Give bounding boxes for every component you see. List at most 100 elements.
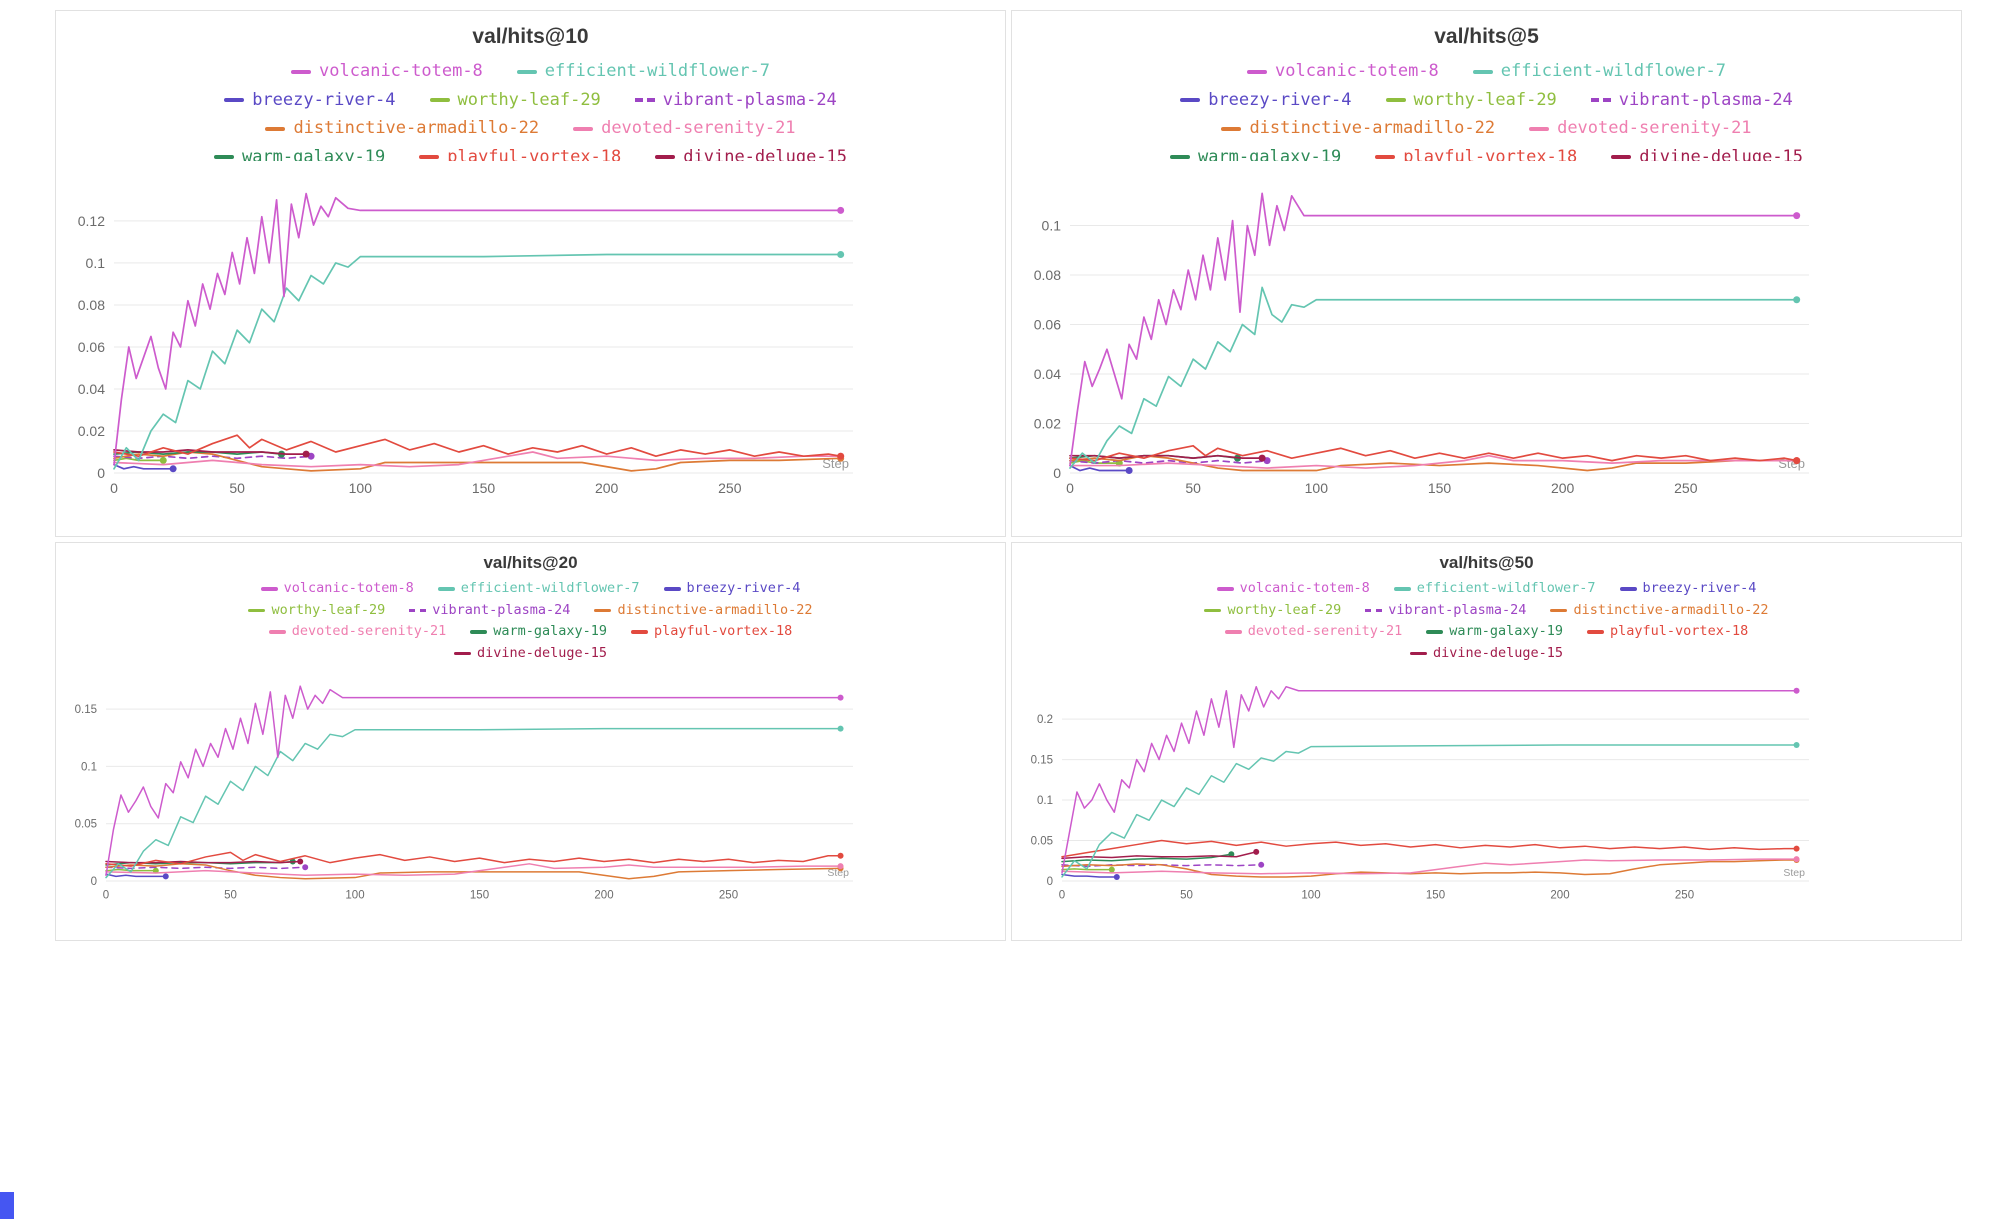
y-tick-label: 0.06 (1034, 316, 1061, 332)
plot-area[interactable]: 0 0.05 0.1 0.15 0.2 0 50 100 150 200 250 Step (1012, 669, 1961, 907)
legend-item[interactable]: playful-vortex-18 (1375, 145, 1577, 161)
series-line-playful-vortex-18[interactable] (1061, 840, 1798, 858)
series-line-devoted-serenity-21[interactable] (113, 451, 842, 468)
legend-item[interactable]: devoted-serenity-21 (1224, 622, 1402, 642)
legend-item[interactable]: vibrant-plasma-24 (1590, 88, 1793, 114)
series-end-dot (1793, 856, 1800, 863)
series-line-volcanic-totem-8[interactable] (105, 685, 842, 877)
series-line-worthy-leaf-29[interactable] (1061, 868, 1113, 871)
legend-item[interactable]: distinctive-armadillo-22 (594, 601, 813, 621)
legend-item[interactable]: distinctive-armadillo-22 (265, 116, 539, 142)
legend-item[interactable]: breezy-river-4 (1619, 579, 1756, 599)
plot-area[interactable]: 0 0.02 0.04 0.06 0.08 0.1 0.12 0 50 100 150 200 250 S… (56, 173, 1005, 503)
series-line-vibrant-plasma-24[interactable] (1069, 459, 1268, 464)
legend-run-label: efficient-wildflower-7 (1500, 61, 1726, 81)
legend-item[interactable]: devoted-serenity-21 (1529, 116, 1752, 142)
legend-item[interactable]: breezy-river-4 (1180, 88, 1352, 114)
series-end-dot (1793, 212, 1801, 220)
legend-item[interactable]: efficient-wildflower-7 (516, 59, 770, 85)
legend-item[interactable]: vibrant-plasma-24 (409, 601, 570, 621)
y-tick-label: 0 (97, 465, 105, 481)
legend-item[interactable]: devoted-serenity-21 (268, 622, 446, 642)
chart-title: val/hits@50 (1439, 553, 1534, 572)
series-line-distinctive-armadillo-22[interactable] (105, 863, 842, 880)
legend-run-label: volcanic-totem-8 (319, 61, 483, 81)
legend-item[interactable]: volcanic-totem-8 (260, 579, 414, 599)
legend-item[interactable]: playful-vortex-18 (631, 622, 792, 642)
series-line-divine-deluge-15[interactable] (1061, 851, 1257, 860)
series-line-breezy-river-4[interactable] (113, 463, 174, 470)
chart-canvas[interactable]: 00.020.040.060.080.10.120 50 100 150 200 250S… (56, 173, 1005, 503)
legend-dashed-swatch (1590, 98, 1611, 103)
series-line-volcanic-totem-8[interactable] (1069, 192, 1798, 467)
legend-item[interactable]: vibrant-plasma-24 (634, 88, 837, 114)
series-line-breezy-river-4[interactable] (1069, 464, 1130, 472)
chart-canvas[interactable]: 0 0.05 0.1 0.15 0.2 0 50 100 150 200 250 Step (1012, 669, 1961, 907)
chart-canvas[interactable]: 0 0.05 0.1 0.15 0 50 100 150 200 250 Step (56, 669, 1005, 907)
legend-item[interactable]: divine-deluge-15 (1611, 145, 1803, 161)
legend-line-swatch (213, 155, 234, 160)
legend-run-label: warm-galaxy-19 (1197, 146, 1342, 162)
legend-item[interactable]: playful-vortex-18 (1587, 622, 1748, 642)
legend-item[interactable]: volcanic-totem-8 (1216, 579, 1370, 599)
series-line-volcanic-totem-8[interactable] (113, 192, 842, 466)
legend-run-label: distinctive-armadillo-22 (293, 118, 540, 138)
legend-item[interactable]: warm-galaxy-19 (1426, 622, 1563, 642)
legend-line-swatch (516, 69, 537, 74)
series-line-divine-deluge-15[interactable] (1069, 454, 1263, 460)
legend-line-swatch (1375, 155, 1396, 160)
series-line-efficient-wildflower-7[interactable] (1061, 744, 1798, 878)
legend-item[interactable]: efficient-wildflower-7 (437, 579, 640, 599)
legend-run-label: worthy-leaf-29 (271, 601, 386, 618)
series-line-devoted-serenity-21[interactable] (1069, 454, 1798, 469)
series-line-playful-vortex-18[interactable] (105, 851, 842, 868)
legend-item[interactable]: breezy-river-4 (224, 88, 396, 114)
legend-item[interactable]: warm-galaxy-19 (470, 622, 607, 642)
series-line-volcanic-totem-8[interactable] (1061, 686, 1798, 874)
series-line-vibrant-plasma-24[interactable] (113, 455, 312, 460)
series-line-distinctive-armadillo-22[interactable] (1061, 859, 1798, 878)
y-tick-label: 0 (1047, 876, 1053, 888)
legend-item[interactable]: volcanic-totem-8 (1247, 59, 1439, 85)
legend-item[interactable]: vibrant-plasma-24 (1365, 601, 1526, 621)
series-line-breezy-river-4[interactable] (105, 873, 167, 878)
page-corner-accent (0, 1192, 14, 1219)
plot-area[interactable]: 0 0.02 0.04 0.06 0.08 0.1 0 50 100 150 200 250 Step (1012, 173, 1961, 503)
plot-area[interactable]: 0 0.05 0.1 0.15 0 50 100 150 200 250 Step (56, 669, 1005, 907)
series-line-vibrant-plasma-24[interactable] (105, 866, 306, 870)
legend-item[interactable]: divine-deluge-15 (1409, 644, 1563, 664)
legend-item[interactable]: playful-vortex-18 (419, 145, 621, 161)
legend-item[interactable]: warm-galaxy-19 (213, 145, 385, 161)
series-line-divine-deluge-15[interactable] (105, 861, 301, 864)
series-line-efficient-wildflower-7[interactable] (1069, 286, 1798, 469)
series-line-efficient-wildflower-7[interactable] (105, 728, 842, 879)
legend-item[interactable]: breezy-river-4 (663, 579, 800, 599)
legend-item[interactable]: worthy-leaf-29 (248, 601, 385, 621)
legend-run-label: efficient-wildflower-7 (460, 580, 640, 596)
series-line-divine-deluge-15[interactable] (113, 449, 307, 455)
series-line-devoted-serenity-21[interactable] (1061, 858, 1798, 875)
legend-item[interactable]: warm-galaxy-19 (1169, 145, 1342, 162)
legend-line-swatch (1385, 98, 1406, 103)
legend-item[interactable]: divine-deluge-15 (655, 145, 847, 161)
legend-item[interactable]: divine-deluge-15 (453, 644, 607, 664)
legend-item[interactable]: worthy-leaf-29 (429, 88, 601, 114)
series-line-efficient-wildflower-7[interactable] (113, 253, 842, 470)
legend-item[interactable]: worthy-leaf-29 (1204, 601, 1341, 621)
legend-item[interactable]: volcanic-totem-8 (291, 59, 483, 85)
y-tick-label: 0.15 (75, 704, 97, 716)
x-tick-label: 150 (1428, 480, 1452, 496)
legend-item[interactable]: devoted-serenity-21 (573, 116, 796, 142)
legend-item[interactable]: distinctive-armadillo-22 (1550, 601, 1769, 621)
legend-run-label: efficient-wildflower-7 (544, 61, 770, 81)
legend-item[interactable]: efficient-wildflower-7 (1393, 579, 1596, 599)
series-line-breezy-river-4[interactable] (1061, 874, 1118, 878)
legend-item[interactable]: distinctive-armadillo-22 (1221, 116, 1495, 142)
legend-item[interactable]: efficient-wildflower-7 (1472, 59, 1726, 85)
legend-item[interactable]: worthy-leaf-29 (1385, 88, 1557, 114)
series-end-dot (302, 864, 309, 871)
series-line-devoted-serenity-21[interactable] (105, 863, 842, 877)
series-line-playful-vortex-18[interactable] (113, 434, 842, 458)
series-line-playful-vortex-18[interactable] (1069, 444, 1798, 462)
